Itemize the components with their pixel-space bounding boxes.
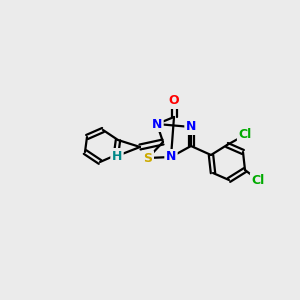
Text: H: H: [112, 149, 122, 163]
Text: Cl: Cl: [238, 128, 252, 142]
Text: N: N: [166, 151, 176, 164]
Text: N: N: [186, 121, 196, 134]
Text: S: S: [143, 152, 152, 164]
Text: O: O: [169, 94, 179, 107]
Text: N: N: [152, 118, 162, 130]
Text: Cl: Cl: [251, 173, 265, 187]
